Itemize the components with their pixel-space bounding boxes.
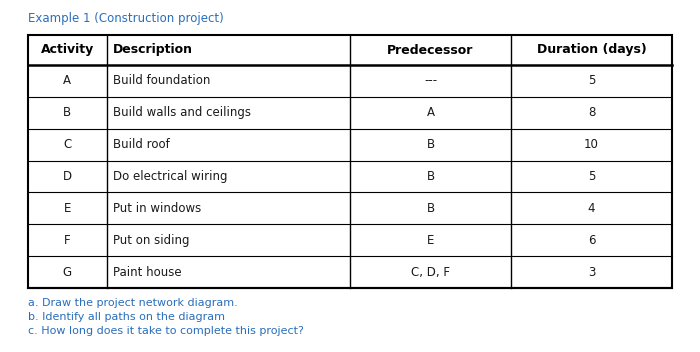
Text: C: C [63, 138, 71, 151]
Text: A: A [426, 106, 435, 119]
Text: 6: 6 [588, 234, 595, 247]
Text: Activity: Activity [41, 44, 94, 57]
Text: Description: Description [113, 44, 192, 57]
Text: B: B [426, 138, 435, 151]
Bar [28, 35, 672, 288]
Text: C, D, F: C, D, F [411, 265, 450, 278]
Text: E: E [427, 234, 434, 247]
Text: Example 1 (Construction project): Example 1 (Construction project) [28, 12, 224, 25]
Text: Build foundation: Build foundation [113, 74, 210, 87]
Text: B: B [426, 170, 435, 183]
Text: D: D [63, 170, 72, 183]
Text: B: B [63, 106, 71, 119]
Text: G: G [63, 265, 72, 278]
Text: 4: 4 [588, 202, 595, 215]
Text: Paint house: Paint house [113, 265, 181, 278]
Text: Put on siding: Put on siding [113, 234, 189, 247]
Text: Build walls and ceilings: Build walls and ceilings [113, 106, 251, 119]
Text: Predecessor: Predecessor [387, 44, 474, 57]
Text: ---: --- [424, 74, 437, 87]
Text: 3: 3 [588, 265, 595, 278]
Text: Do electrical wiring: Do electrical wiring [113, 170, 227, 183]
Text: 10: 10 [584, 138, 599, 151]
Text: c. How long does it take to complete this project?: c. How long does it take to complete thi… [28, 326, 304, 336]
Text: A: A [63, 74, 71, 87]
Text: 5: 5 [588, 74, 595, 87]
Text: B: B [426, 202, 435, 215]
Text: Build roof: Build roof [113, 138, 169, 151]
Text: b. Identify all paths on the diagram: b. Identify all paths on the diagram [28, 312, 225, 322]
Text: 5: 5 [588, 170, 595, 183]
Text: a. Draw the project network diagram.: a. Draw the project network diagram. [28, 298, 238, 308]
Text: E: E [64, 202, 71, 215]
Text: Duration (days): Duration (days) [537, 44, 646, 57]
Text: 8: 8 [588, 106, 595, 119]
Text: F: F [64, 234, 71, 247]
Text: Put in windows: Put in windows [113, 202, 201, 215]
